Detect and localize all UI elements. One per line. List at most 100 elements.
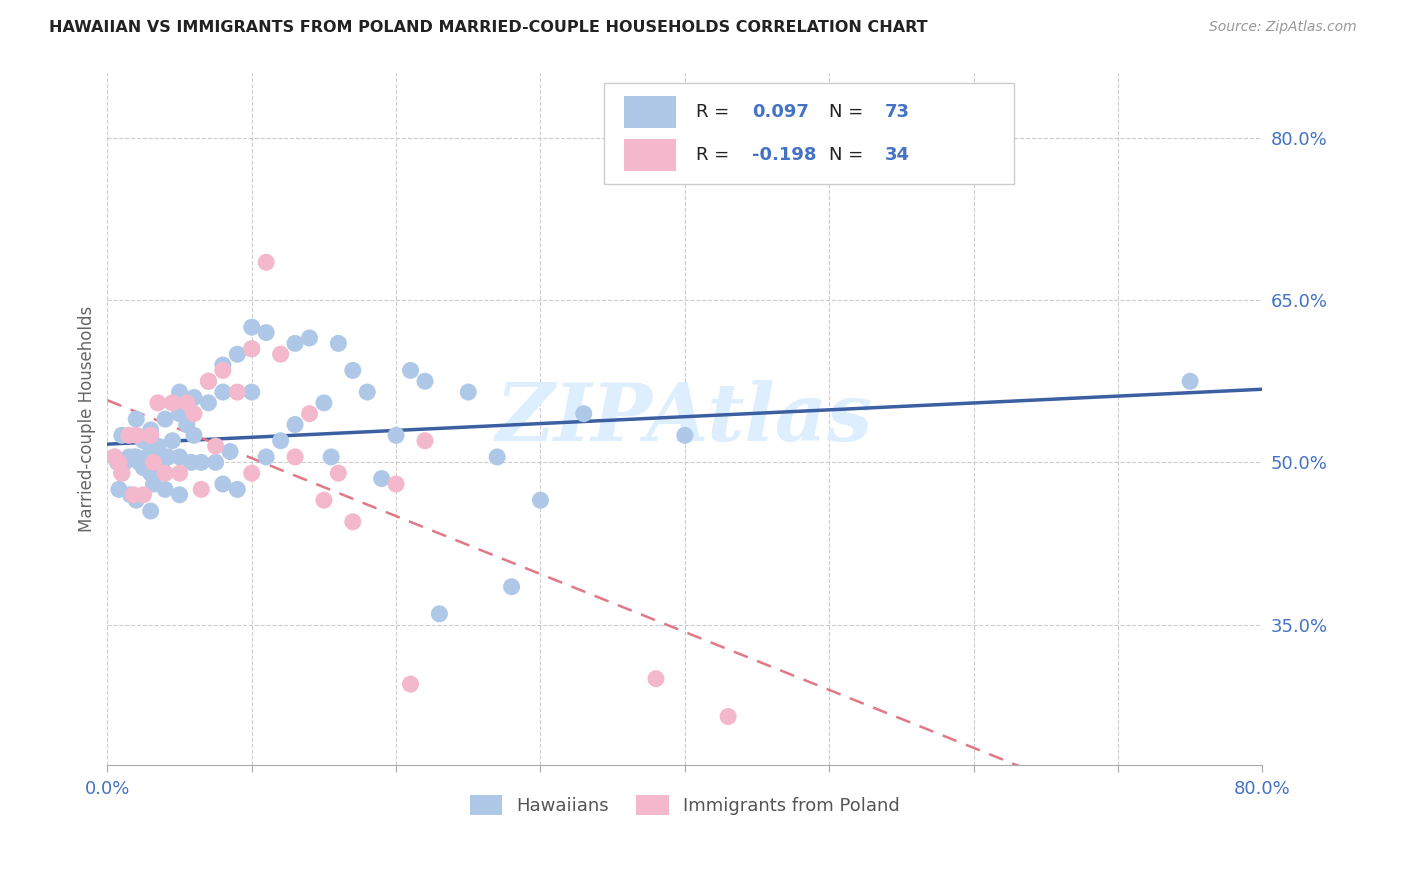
Point <box>284 417 307 432</box>
Text: N =: N = <box>830 146 869 164</box>
Point <box>212 358 235 372</box>
Point <box>342 515 364 529</box>
Point <box>136 455 159 469</box>
Point <box>197 396 219 410</box>
Point <box>457 385 479 400</box>
Point <box>125 412 148 426</box>
Point <box>122 488 145 502</box>
Point <box>132 434 155 448</box>
Point <box>204 455 226 469</box>
Point <box>183 391 205 405</box>
Point <box>399 363 422 377</box>
Point <box>413 374 436 388</box>
Text: 0.097: 0.097 <box>752 103 808 121</box>
Point <box>312 396 335 410</box>
Point <box>328 336 350 351</box>
Point <box>673 428 696 442</box>
Point <box>122 450 145 464</box>
Point <box>399 677 422 691</box>
Point <box>118 450 141 464</box>
Point <box>146 396 169 410</box>
FancyBboxPatch shape <box>605 83 1014 184</box>
Point <box>139 466 162 480</box>
Point <box>169 488 191 502</box>
Point <box>572 407 595 421</box>
Point <box>385 428 408 442</box>
Text: Source: ZipAtlas.com: Source: ZipAtlas.com <box>1209 20 1357 34</box>
Point <box>270 347 292 361</box>
Point <box>356 385 378 400</box>
Point <box>153 466 176 480</box>
Text: R =: R = <box>696 146 735 164</box>
Point <box>486 450 509 464</box>
Point <box>142 477 165 491</box>
Point <box>150 455 173 469</box>
Point <box>254 326 277 340</box>
Point <box>529 493 551 508</box>
Point <box>370 472 392 486</box>
Point <box>212 477 235 491</box>
Point <box>132 488 155 502</box>
Point <box>717 709 740 723</box>
Point <box>125 493 148 508</box>
Point <box>240 320 263 334</box>
Point <box>270 434 292 448</box>
FancyBboxPatch shape <box>624 138 676 171</box>
Point <box>501 580 523 594</box>
Point <box>212 363 235 377</box>
Point <box>176 396 198 410</box>
Point <box>284 450 307 464</box>
Y-axis label: Married-couple Households: Married-couple Households <box>79 306 96 533</box>
Point <box>107 455 129 469</box>
Point <box>312 493 335 508</box>
Point <box>190 483 212 497</box>
Point <box>153 483 176 497</box>
Point <box>132 460 155 475</box>
Point <box>139 423 162 437</box>
Point <box>240 342 263 356</box>
Point <box>142 455 165 469</box>
Point <box>111 466 134 480</box>
Point <box>254 255 277 269</box>
Point <box>139 504 162 518</box>
Point <box>1178 374 1201 388</box>
Point <box>413 434 436 448</box>
Point <box>180 455 202 469</box>
Point <box>254 450 277 464</box>
Point <box>226 347 249 361</box>
Text: R =: R = <box>696 103 735 121</box>
Point <box>321 450 343 464</box>
Point <box>298 407 321 421</box>
Text: 73: 73 <box>884 103 910 121</box>
Point <box>153 412 176 426</box>
Point <box>162 396 184 410</box>
Point <box>162 434 184 448</box>
Point <box>108 483 131 497</box>
Point <box>197 374 219 388</box>
Point <box>169 450 191 464</box>
Point <box>169 385 191 400</box>
Text: HAWAIIAN VS IMMIGRANTS FROM POLAND MARRIED-COUPLE HOUSEHOLDS CORRELATION CHART: HAWAIIAN VS IMMIGRANTS FROM POLAND MARRI… <box>49 20 928 35</box>
Point <box>240 466 263 480</box>
Point <box>139 444 162 458</box>
Point <box>212 385 235 400</box>
Point <box>176 417 198 432</box>
Point <box>197 374 219 388</box>
Point <box>429 607 451 621</box>
Point <box>240 385 263 400</box>
Text: 34: 34 <box>884 146 910 164</box>
Point <box>146 450 169 464</box>
Text: N =: N = <box>830 103 869 121</box>
Point <box>328 466 350 480</box>
Point <box>342 363 364 377</box>
Point <box>298 331 321 345</box>
Point <box>104 450 127 464</box>
Text: -0.198: -0.198 <box>752 146 817 164</box>
Point <box>139 428 162 442</box>
Point <box>284 336 307 351</box>
Point <box>226 385 249 400</box>
Text: ZIPAtlas: ZIPAtlas <box>496 380 873 458</box>
Point <box>219 444 242 458</box>
Point <box>183 428 205 442</box>
Point <box>120 488 142 502</box>
